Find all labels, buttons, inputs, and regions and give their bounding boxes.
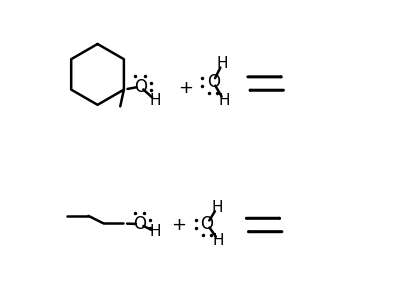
Text: H: H — [213, 233, 224, 248]
Text: H: H — [149, 93, 161, 108]
Text: H: H — [218, 93, 230, 108]
Text: +: + — [178, 79, 193, 97]
Text: H: H — [149, 224, 161, 239]
Text: O: O — [134, 78, 147, 95]
Text: H: H — [211, 200, 223, 215]
Text: O: O — [207, 73, 220, 91]
Text: +: + — [171, 216, 185, 234]
Text: O: O — [133, 215, 146, 233]
Text: H: H — [217, 56, 228, 71]
Text: O: O — [200, 215, 213, 233]
